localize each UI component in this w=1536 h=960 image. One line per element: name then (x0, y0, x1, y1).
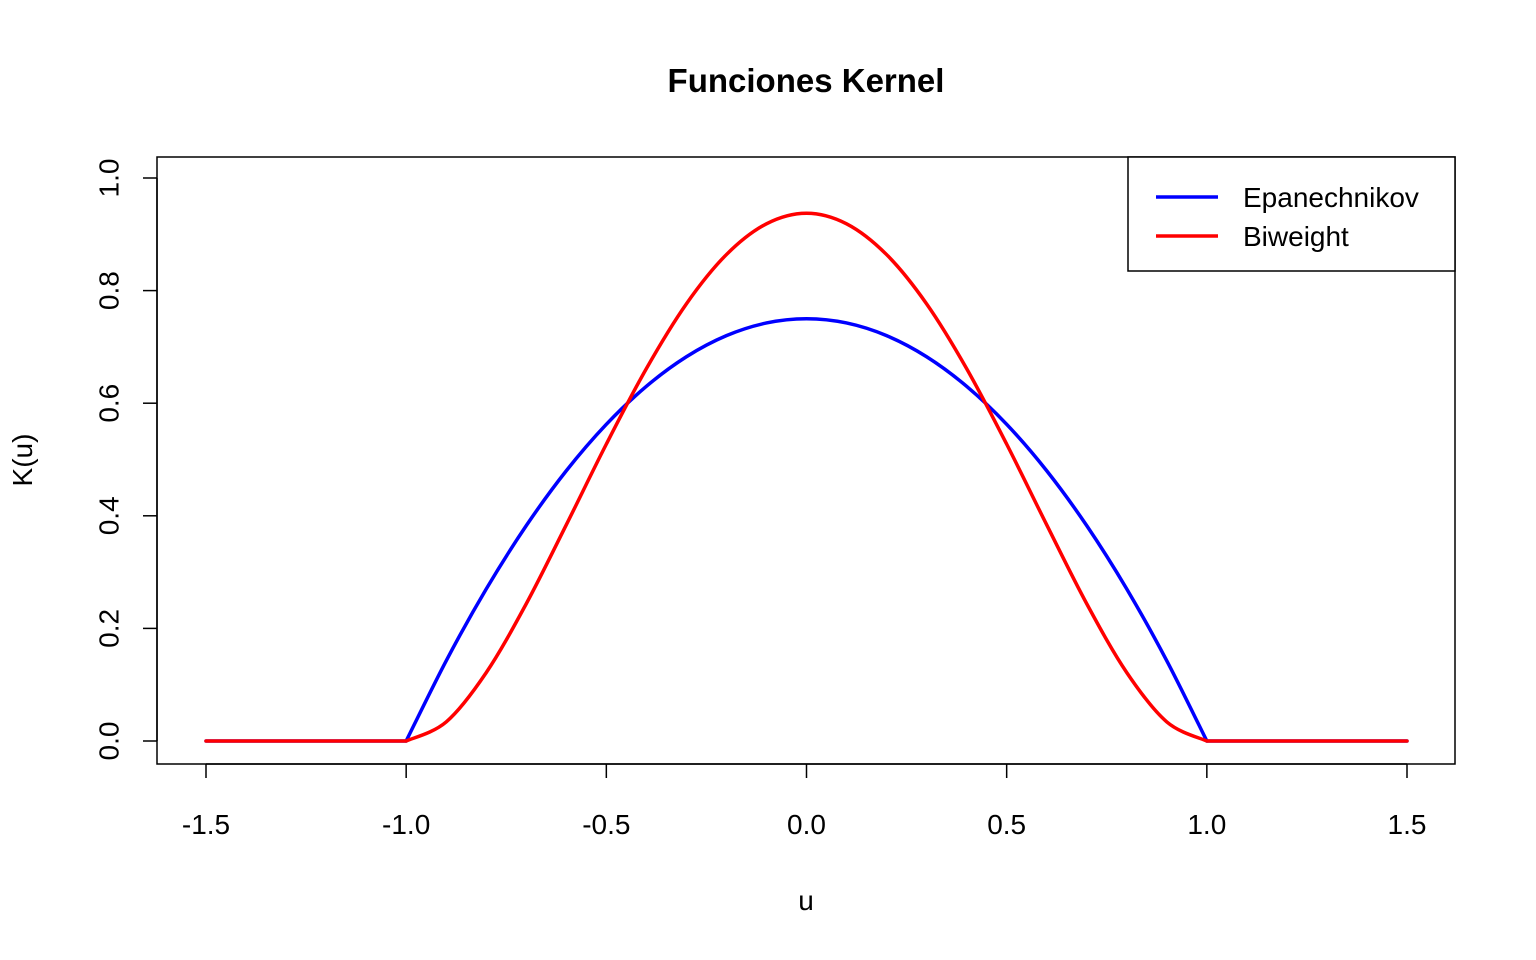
x-tick-label: 0.0 (787, 809, 826, 840)
legend: Epanechnikov Biweight (1127, 156, 1456, 272)
x-tick-label: -1.5 (182, 809, 230, 840)
y-axis-label: K(u) (7, 434, 38, 487)
x-tick-label: -0.5 (582, 809, 630, 840)
series-line-epanechnikov (204, 317, 1409, 743)
x-tick-label: 0.5 (987, 809, 1026, 840)
chart-title: Funciones Kernel (668, 62, 945, 99)
y-tick-label: 1.0 (93, 159, 124, 198)
y-axis: 0.0 0.2 0.4 0.6 0.8 1.0 (93, 159, 158, 761)
series-layer (204, 211, 1409, 743)
x-tick-label: -1.0 (382, 809, 430, 840)
x-tick-label: 1.5 (1388, 809, 1427, 840)
legend-box (1127, 156, 1456, 272)
legend-label-biweight: Biweight (1243, 221, 1349, 252)
y-tick-label: 0.6 (93, 384, 124, 423)
x-axis-label: u (798, 885, 814, 916)
y-tick-label: 0.4 (93, 496, 124, 535)
y-tick-label: 0.2 (93, 609, 124, 648)
series-line-biweight (204, 211, 1409, 743)
x-tick-label: 1.0 (1187, 809, 1226, 840)
y-tick-label: 0.0 (93, 722, 124, 761)
legend-label-epanechnikov: Epanechnikov (1243, 182, 1419, 213)
x-axis: -1.5 -1.0 -0.5 0.0 0.5 1.0 1.5 (182, 763, 1427, 840)
y-tick-label: 0.8 (93, 271, 124, 310)
